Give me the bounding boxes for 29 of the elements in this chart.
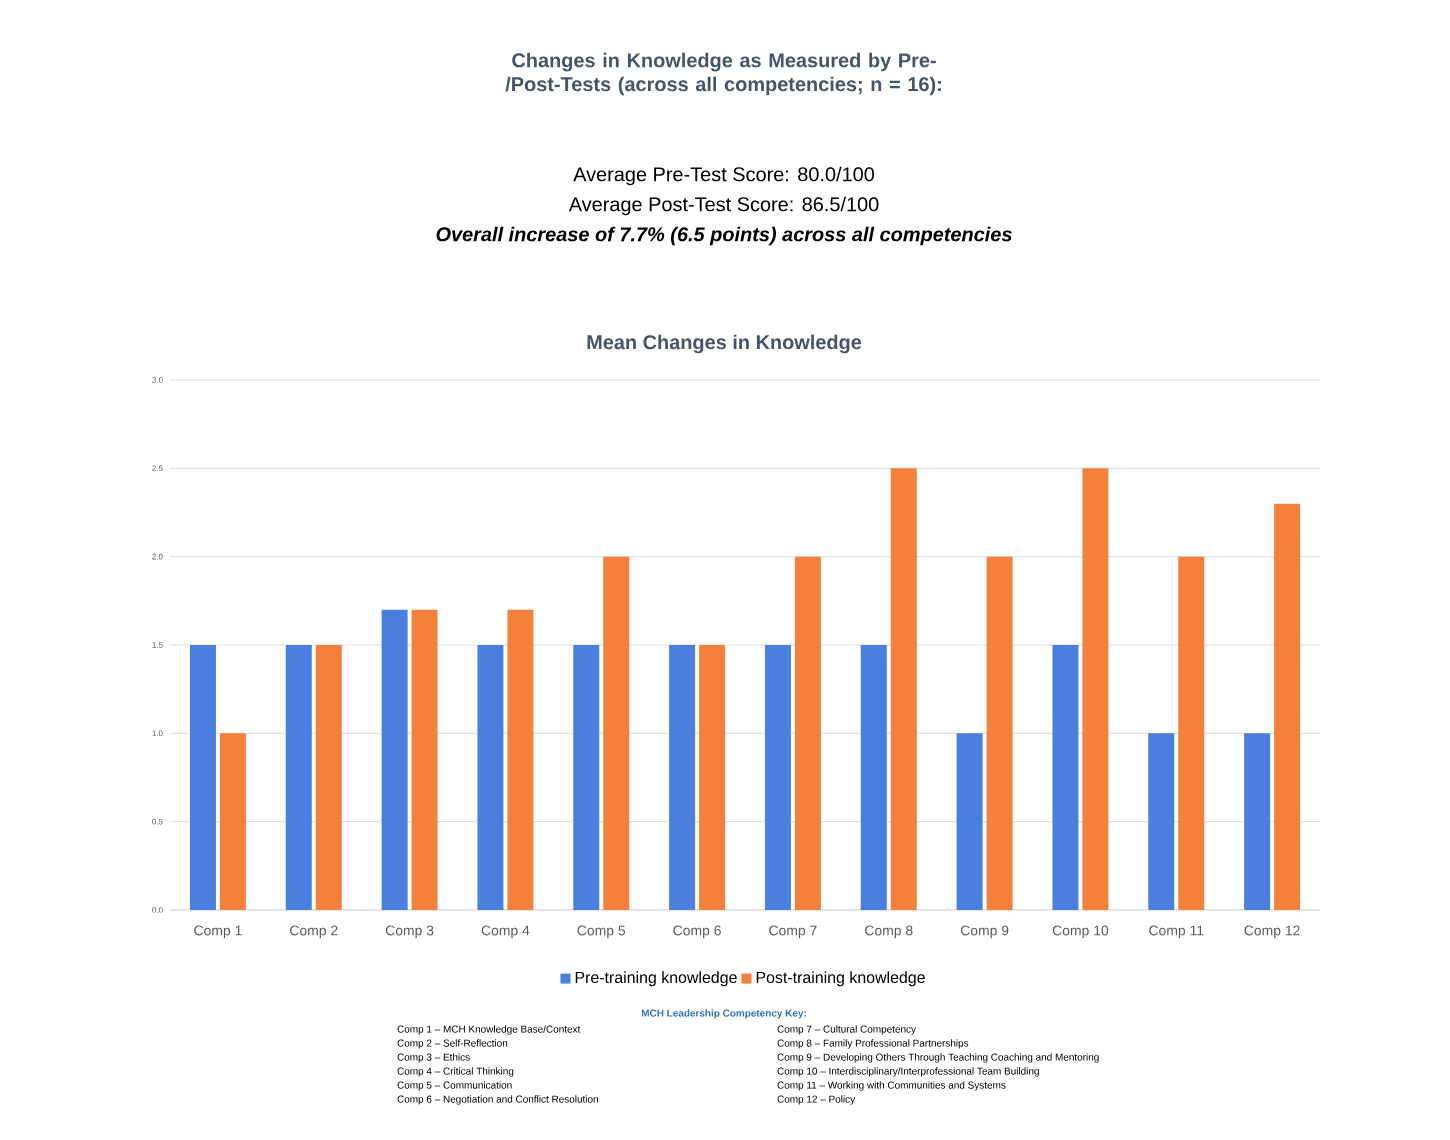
bar — [285, 644, 312, 910]
chart-title: Changes in Knowledge as Measured by Pre-/Post-Tests (across all competencies; n = 16): — [505, 52, 941, 96]
bar — [189, 644, 216, 910]
bar — [315, 644, 342, 910]
bar — [794, 556, 821, 910]
chart-subtitle: Mean Changes in Knowledge — [587, 334, 862, 354]
bar — [986, 556, 1013, 910]
bar — [764, 644, 791, 910]
bar — [860, 644, 887, 910]
bar — [381, 609, 408, 910]
bar — [890, 468, 917, 910]
bar — [699, 644, 726, 910]
bar — [507, 609, 534, 910]
bar — [477, 644, 504, 910]
bar — [573, 644, 600, 910]
text: Average Pre-Test Score: 80.0/100 — [573, 166, 875, 186]
bar — [603, 556, 630, 910]
bar — [1148, 733, 1175, 910]
bar — [1178, 556, 1205, 910]
bar — [669, 644, 696, 910]
bar — [1082, 468, 1109, 910]
text: Overall increase of 7.7% (6.5 points) across all competencies — [436, 226, 1012, 246]
bar — [219, 733, 246, 910]
bar — [1274, 503, 1301, 910]
text: Average Post-Test Score: 86.5/100 — [568, 196, 879, 216]
bar — [1052, 644, 1079, 910]
bar — [956, 733, 983, 910]
bar — [411, 609, 438, 910]
bar — [1244, 733, 1271, 910]
